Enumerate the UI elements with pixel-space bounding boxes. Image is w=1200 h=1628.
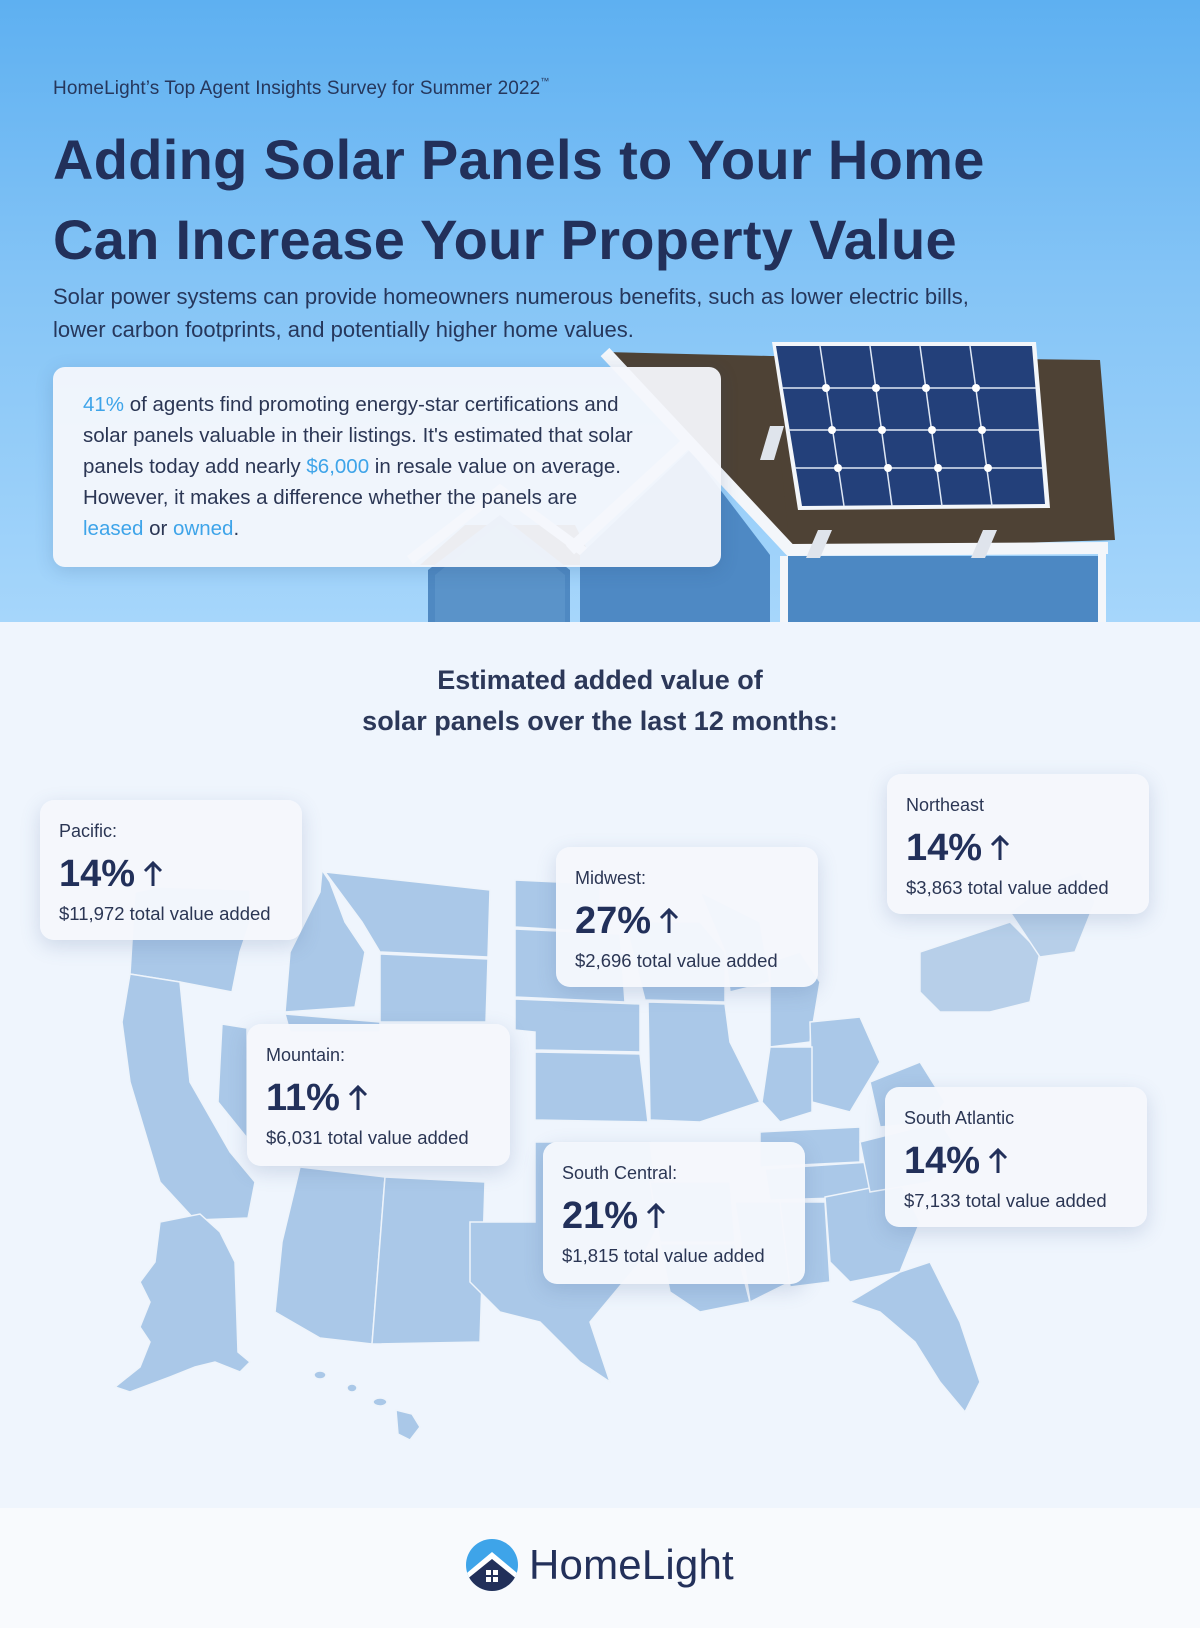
trademark-symbol: ™ [540, 75, 550, 86]
solar-panel [772, 342, 1050, 510]
highlight-percent: 41% [83, 393, 125, 416]
region-percent: 11% [266, 1076, 491, 1120]
region-percent: 21% [562, 1194, 786, 1238]
region-card-pacific: Pacific: 14% $11,972 total value added [40, 800, 302, 940]
map-heading-line-2: solar panels over the last 12 months: [362, 706, 838, 736]
intro-line-2: lower carbon footprints, and potentially… [53, 317, 634, 342]
region-card-northeast: Northeast 14% $3,863 total value added [887, 774, 1149, 914]
region-total-value: $6,031 total value added [266, 1127, 469, 1148]
page-title: Adding Solar Panels to Your Home Can Inc… [53, 120, 1153, 280]
region-percent: 14% [59, 852, 283, 896]
region-card-south-central: South Central: 21% $1,815 total value ad… [543, 1142, 805, 1284]
region-total-value: $11,972 total value added [59, 903, 271, 924]
region-name: Northeast [906, 795, 985, 815]
house-roof-logo-icon [466, 1539, 518, 1591]
region-total-value: $1,815 total value added [562, 1245, 765, 1266]
stat-line-2: solar panels valuable in their listings.… [83, 424, 633, 447]
percent-value: 14% [59, 853, 136, 895]
region-name: Mountain: [266, 1045, 346, 1065]
region-name: South Central: [562, 1163, 678, 1183]
stat-text: . [233, 517, 240, 540]
region-card-south-atlantic: South Atlantic 14% $7,133 total value ad… [885, 1087, 1147, 1227]
region-card-midwest: Midwest: 27% $2,696 total value added [556, 847, 818, 987]
arrow-up-icon [989, 1147, 1008, 1173]
arrow-up-icon [348, 1084, 368, 1110]
stat-text: of agents find promoting energy-star cer… [124, 393, 619, 416]
region-name: Pacific: [59, 821, 118, 841]
map-heading-line-1: Estimated added value of [437, 665, 763, 695]
region-total-value: $3,863 total value added [906, 877, 1109, 898]
highlight-owned: owned [173, 517, 234, 540]
arrow-up-icon [991, 834, 1010, 860]
stat-line-1: 41% of agents find promoting energy-star… [83, 389, 691, 420]
highlight-leased: leased [83, 517, 144, 540]
intro-line-1: Solar power systems can provide homeowne… [53, 284, 969, 309]
footer: HomeLight [0, 1508, 1200, 1628]
arrow-up-icon [647, 1202, 666, 1228]
region-name: Midwest: [575, 868, 647, 888]
hero-section: HomeLight’s Top Agent Insights Survey fo… [0, 0, 1200, 622]
region-name: South Atlantic [904, 1108, 1015, 1128]
brand-name: HomeLight [529, 1541, 734, 1588]
map-heading: Estimated added value of solar panels ov… [0, 660, 1200, 742]
stat-text: or [143, 517, 174, 540]
title-line-1: Adding Solar Panels to Your Home [53, 128, 985, 191]
region-percent: 14% [904, 1139, 1128, 1183]
percent-value: 27% [575, 900, 652, 942]
stat-line-5: leased or owned. [83, 513, 691, 544]
region-percent: 14% [906, 826, 1130, 870]
agent-stat-card: 41% of agents find promoting energy-star… [53, 367, 721, 567]
arrow-up-icon [660, 907, 679, 933]
regional-map-section: Estimated added value of solar panels ov… [0, 622, 1200, 1508]
us-map-illustration [113, 867, 1096, 1441]
homelight-logo[interactable]: HomeLight [465, 1538, 734, 1592]
percent-value: 11% [266, 1077, 340, 1119]
region-percent: 27% [575, 899, 799, 943]
title-line-2: Can Increase Your Property Value [53, 208, 957, 271]
house-solar-panel-illustration [406, 342, 1115, 622]
percent-value: 21% [562, 1195, 639, 1237]
survey-subtitle-text: HomeLight’s Top Agent Insights Survey fo… [53, 78, 541, 99]
highlight-amount: $6,000 [306, 455, 370, 478]
region-total-value: $2,696 total value added [575, 950, 778, 971]
survey-subtitle: HomeLight’s Top Agent Insights Survey fo… [53, 75, 550, 100]
arrow-up-icon [144, 860, 163, 886]
percent-value: 14% [904, 1140, 981, 1182]
stat-text: panels today add nearly [83, 455, 307, 478]
region-card-mountain: Mountain: 11% $6,031 total value added [247, 1024, 510, 1166]
region-total-value: $7,133 total value added [904, 1190, 1107, 1211]
intro-paragraph: Solar power systems can provide homeowne… [53, 280, 1133, 346]
stat-line-4: However, it makes a difference whether t… [83, 486, 578, 509]
stat-text: in resale value on average. [369, 455, 621, 478]
stat-line-3: panels today add nearly $6,000 in resale… [83, 451, 691, 482]
percent-value: 14% [906, 827, 983, 869]
